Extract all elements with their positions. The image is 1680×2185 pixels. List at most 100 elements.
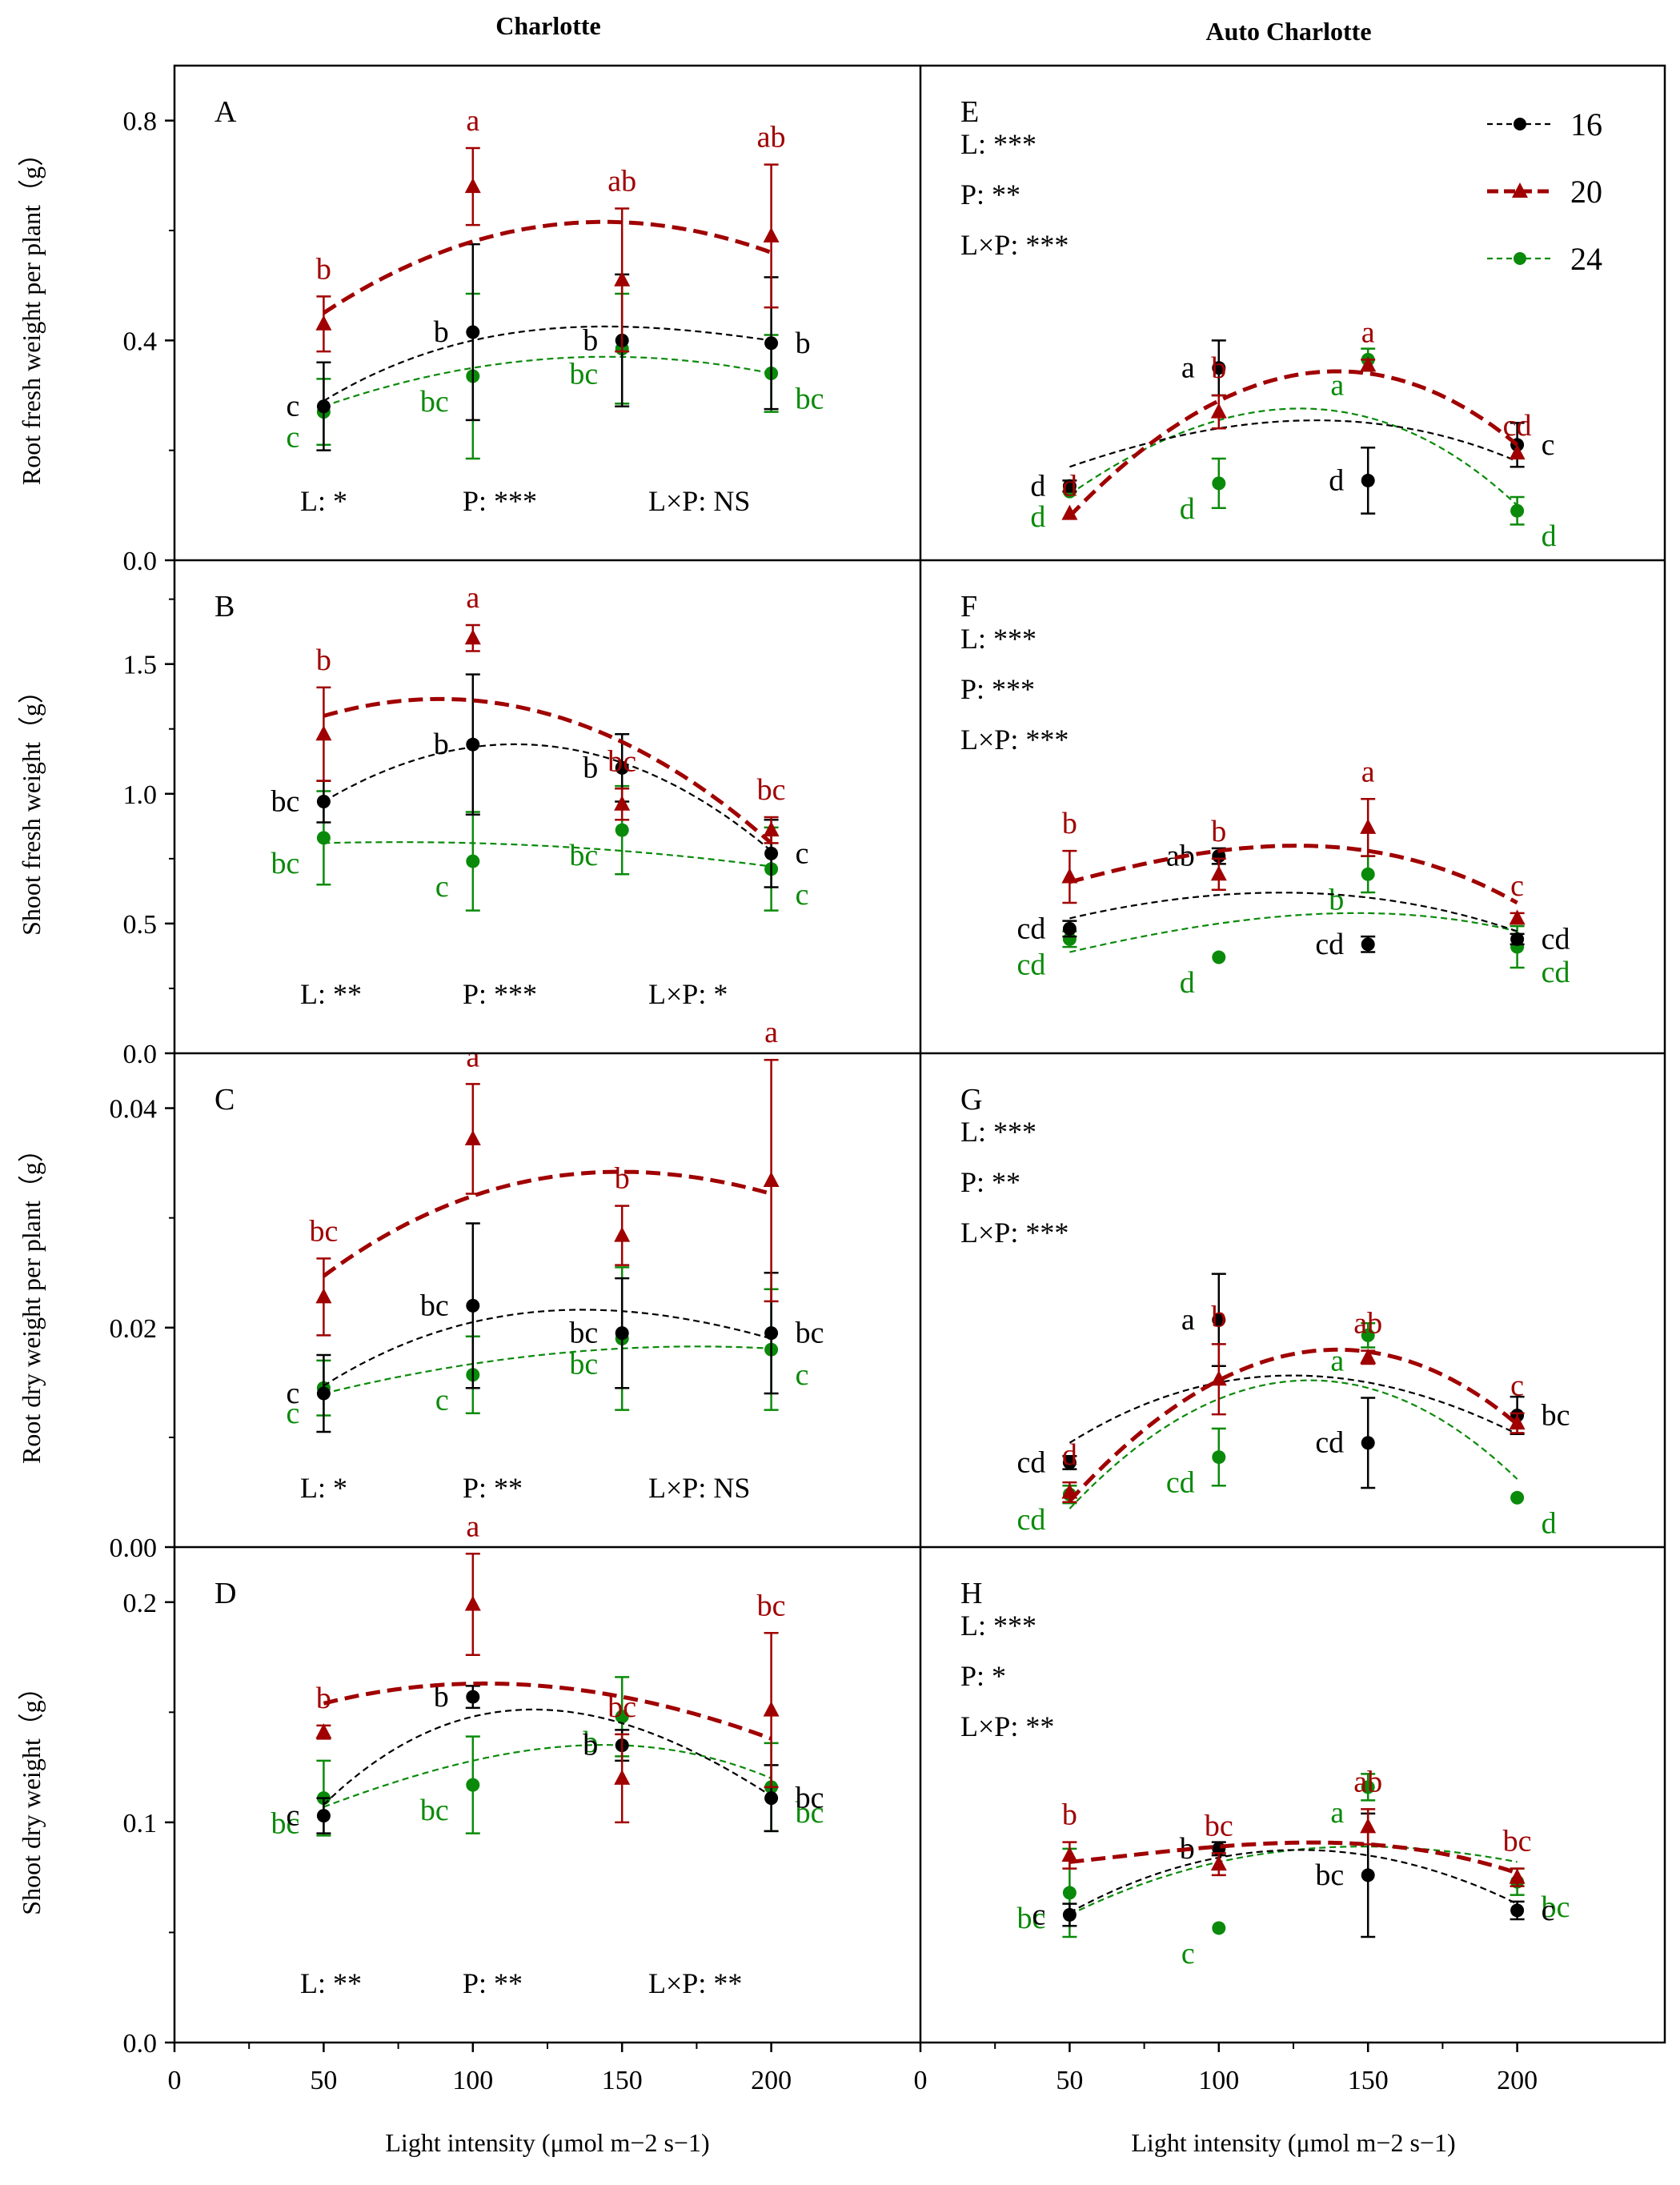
series-24: d dad: [1030, 347, 1557, 553]
data-point: [764, 1326, 779, 1341]
legend-label: 16: [1570, 106, 1602, 142]
trend-line-24: [323, 355, 772, 407]
significance-letter: ab: [1353, 1765, 1382, 1798]
data-point: [466, 854, 480, 868]
significance-letter: bc: [420, 1289, 449, 1322]
trend-line-16: [323, 1708, 772, 1806]
significance-letter: cd: [1017, 912, 1046, 945]
legend-marker: [1514, 118, 1526, 130]
data-point: [464, 1129, 481, 1145]
data-point: [466, 737, 480, 752]
significance-letter: bc: [796, 1317, 824, 1350]
panel-frame: [173, 64, 1666, 2044]
data-point: [466, 1778, 480, 1792]
significance-letter: cd: [1542, 956, 1570, 989]
significance-letter: a: [466, 104, 479, 138]
significance-letter: c: [287, 1397, 300, 1430]
x-tick-label: 100: [452, 2066, 493, 2095]
data-point: [1061, 1846, 1078, 1862]
panel-label: F: [960, 590, 977, 623]
data-point: [615, 823, 629, 837]
panel-label: D: [215, 1577, 236, 1610]
trend-line-20: [323, 696, 773, 845]
data-point: [466, 325, 480, 339]
data-point: [1361, 867, 1375, 881]
data-point: [316, 399, 331, 414]
significance-letter: cd: [1017, 1445, 1046, 1479]
significance-letter: bc: [607, 744, 636, 778]
significance-letter: d: [1062, 470, 1077, 503]
significance-letter: bc: [1542, 1398, 1570, 1432]
series-24: cd d b cd: [1017, 855, 1570, 1000]
legend-item-20: 20: [1487, 174, 1602, 210]
data-point: [1360, 1818, 1377, 1834]
data-point: [464, 178, 481, 194]
stat-label: L×P: *: [648, 978, 728, 1010]
data-point: [1361, 1328, 1375, 1342]
significance-letter: bc: [1205, 1809, 1233, 1842]
significance-letter: bc: [796, 383, 824, 416]
data-point: [1212, 476, 1226, 491]
significance-letter: b: [434, 728, 449, 761]
x-tick-label: 0: [168, 2066, 182, 2095]
data-point: [315, 1288, 332, 1304]
significance-letter: b: [1211, 815, 1226, 848]
significance-letter: a: [1330, 368, 1344, 402]
x-tick-label: 150: [602, 2066, 643, 2095]
data-point: [466, 1690, 480, 1704]
stat-label: P: **: [463, 1472, 523, 1504]
significance-letter: d: [1030, 500, 1045, 534]
significance-letter: d: [1542, 519, 1557, 553]
significance-letter: a: [1330, 1344, 1344, 1377]
trend-line-16: [323, 325, 772, 402]
stat-label: L×P: ***: [960, 229, 1069, 261]
significance-letter: d: [1180, 492, 1195, 526]
y-tick-label: 0.04: [110, 1095, 158, 1125]
data-point: [1210, 865, 1227, 881]
significance-letter: b: [1211, 1300, 1226, 1333]
series-24: bc c bc c: [271, 784, 808, 912]
y-axis-label: Shoot fresh weight（g）: [17, 678, 46, 936]
data-point: [763, 1701, 780, 1717]
trend-line-16: [323, 1309, 772, 1387]
significance-letter: a: [1361, 755, 1375, 788]
stat-label: L×P: NS: [648, 485, 750, 517]
series-20: b bc ab bc: [1061, 1765, 1532, 1887]
data-point: [1062, 921, 1077, 936]
trend-line-20: [323, 1681, 772, 1741]
trend-line-24: [1069, 912, 1518, 953]
x-tick-label: 50: [1056, 2066, 1083, 2095]
significance-letter: c: [287, 390, 300, 423]
data-point: [464, 629, 481, 645]
panel-label: H: [960, 1577, 982, 1610]
trend-line-20: [1069, 844, 1518, 905]
significance-letter: bc: [1017, 1902, 1046, 1935]
data-point: [764, 1791, 779, 1806]
legend-marker: [1514, 252, 1526, 265]
data-point: [1212, 1313, 1226, 1327]
data-point: [1361, 937, 1375, 952]
stat-label: L: ***: [960, 1116, 1036, 1148]
significance-letter: b: [434, 315, 449, 349]
data-point: [316, 1809, 331, 1823]
significance-letter: cd: [1315, 928, 1344, 961]
panel-a: A L: * P: *** L×P: NS c bc bc bc c b b b b a ab ab: [215, 95, 824, 517]
significance-letter: a: [1330, 1796, 1344, 1830]
trend-line-16: [1069, 419, 1518, 468]
data-point: [1062, 1907, 1077, 1922]
significance-letter: a: [466, 1509, 479, 1543]
significance-letter: bc: [607, 1690, 636, 1724]
col-title-auto-charlotte: Auto Charlotte: [1205, 17, 1371, 46]
y-tick-label: 0.1: [123, 1809, 158, 1838]
stat-label: L×P: **: [960, 1710, 1054, 1742]
significance-letter: bc: [1315, 1858, 1344, 1892]
